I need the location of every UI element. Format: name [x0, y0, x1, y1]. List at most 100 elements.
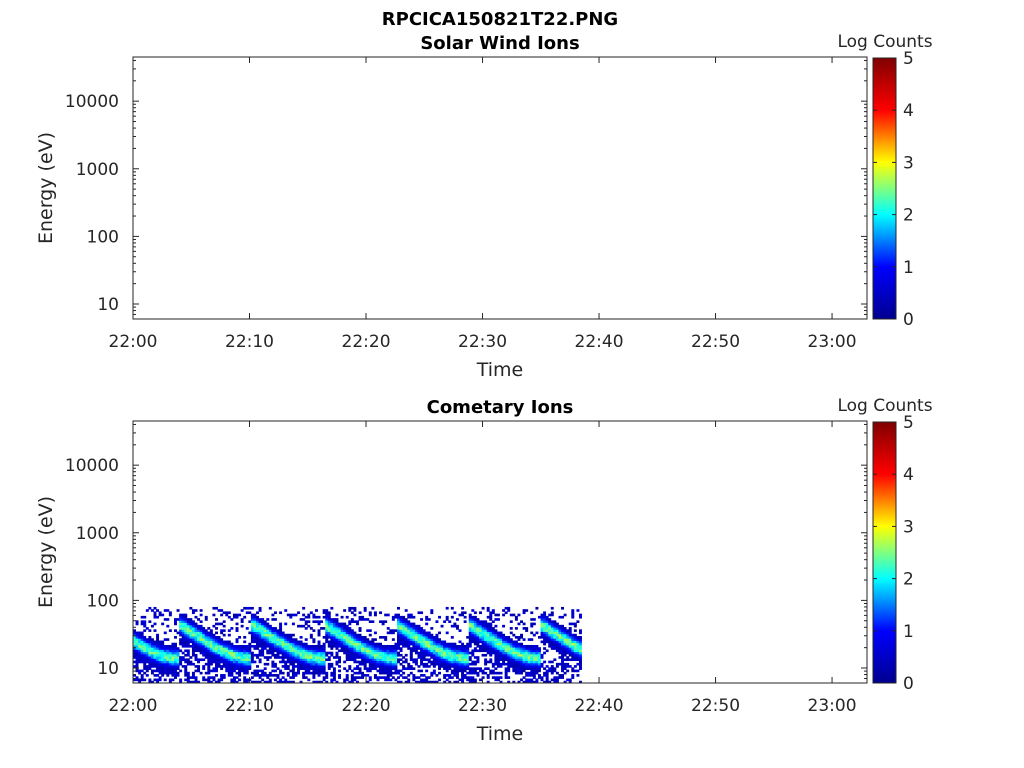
spectrogram-cell	[338, 624, 342, 628]
spectrogram-cell	[138, 669, 142, 673]
spectrogram-cell	[373, 638, 377, 641]
spectrogram-cell	[353, 660, 357, 664]
spectrogram-cell	[261, 669, 265, 673]
spectrogram-cell	[566, 642, 570, 646]
spectrogram-cell	[379, 667, 383, 670]
spectrogram-cell	[412, 615, 416, 619]
spectrogram-cell	[189, 680, 193, 683]
spectrogram-cell	[540, 633, 544, 637]
spectrogram-cell	[379, 665, 383, 668]
spectrogram-cell	[555, 644, 559, 648]
solar-wind-colorbar-label: Log Counts	[837, 32, 932, 52]
spectrogram-cell	[220, 613, 224, 617]
spectrogram-cell	[481, 633, 485, 637]
spectrogram-cell	[291, 658, 295, 662]
spectrogram-cell	[145, 640, 149, 644]
spectrogram-cell	[558, 627, 562, 630]
spectrogram-cell	[481, 629, 485, 632]
spectrogram-cell	[527, 647, 531, 650]
spectrogram-cell	[181, 636, 185, 639]
spectrogram-cell	[309, 649, 313, 653]
spectrogram-cell	[463, 665, 467, 668]
spectrogram-cell	[268, 651, 272, 655]
spectrogram-cell	[322, 676, 326, 679]
spectrogram-cell	[215, 622, 218, 626]
spectrogram-cell	[138, 656, 142, 659]
spectrogram-cell	[261, 622, 265, 626]
spectrogram-cell	[153, 647, 157, 650]
spectrogram-cell	[525, 609, 529, 612]
spectrogram-cell	[550, 669, 554, 673]
spectrogram-cell	[535, 662, 539, 666]
spectrogram-cell	[307, 662, 311, 666]
spectrogram-cell	[540, 665, 544, 668]
spectrogram-cell	[356, 676, 359, 679]
spectrogram-cell	[166, 656, 170, 659]
spectrogram-cell	[361, 618, 365, 621]
spectrogram-cell	[276, 636, 280, 639]
spectrogram-cell	[256, 624, 259, 628]
spectrogram-cell	[194, 665, 198, 668]
spectrogram-cell	[312, 653, 316, 657]
spectrogram-cell	[489, 615, 493, 619]
spectrogram-cell	[371, 638, 375, 641]
spectrogram-cell	[550, 631, 554, 635]
spectrogram-cell	[397, 640, 400, 644]
spectrogram-cell	[422, 636, 426, 639]
x-tick-label: 22:30	[458, 332, 507, 352]
spectrogram-cell	[184, 660, 188, 664]
spectrogram-cell	[571, 667, 575, 670]
spectrogram-cell	[227, 658, 231, 662]
spectrogram-cell	[281, 636, 285, 639]
spectrogram-cell	[379, 676, 383, 679]
spectrogram-cell	[532, 658, 536, 662]
spectrogram-cell	[356, 649, 359, 653]
spectrogram-cell	[443, 660, 447, 664]
spectrogram-cell	[558, 676, 562, 679]
spectrogram-cell	[156, 609, 160, 612]
spectrogram-cell	[430, 660, 434, 664]
spectrogram-cell	[207, 644, 211, 648]
spectrogram-cell	[535, 665, 539, 668]
spectrogram-cell	[417, 676, 421, 679]
spectrogram-cell	[330, 671, 334, 675]
spectrogram-cell	[476, 618, 480, 621]
spectrogram-cell	[453, 653, 457, 657]
spectrogram-cell	[368, 658, 372, 662]
spectrogram-cell	[386, 676, 390, 679]
spectrogram-cell	[322, 658, 326, 662]
spectrogram-cell	[578, 636, 582, 639]
spectrogram-cell	[481, 620, 485, 623]
spectrogram-cell	[332, 656, 336, 659]
spectrogram-cell	[317, 622, 321, 626]
spectrogram-cell	[217, 680, 221, 683]
spectrogram-cell	[563, 662, 567, 666]
spectrogram-cell	[530, 647, 534, 650]
spectrogram-cell	[184, 624, 188, 628]
spectrogram-cell	[427, 680, 431, 683]
spectrogram-cell	[407, 638, 411, 641]
spectrogram-cell	[543, 611, 547, 615]
spectrogram-cell	[148, 636, 152, 639]
spectrogram-cell	[327, 658, 331, 662]
spectrogram-cell	[494, 676, 498, 679]
spectrogram-cell	[525, 644, 529, 648]
spectrogram-cell	[363, 618, 367, 621]
spectrogram-cell	[291, 644, 295, 648]
spectrogram-cell	[322, 660, 326, 664]
spectrogram-cell	[276, 653, 280, 657]
spectrogram-cell	[268, 671, 272, 675]
spectrogram-cell	[330, 678, 334, 682]
spectrogram-cell	[204, 631, 208, 635]
spectrogram-cell	[514, 636, 518, 639]
spectrogram-cell	[356, 667, 359, 670]
spectrogram-cell	[522, 660, 526, 664]
spectrogram-cell	[163, 647, 167, 650]
spectrogram-cell	[517, 665, 521, 668]
spectrogram-cell	[281, 642, 285, 646]
spectrogram-cell	[212, 678, 216, 682]
spectrogram-cell	[161, 651, 165, 655]
spectrogram-cell	[220, 656, 224, 659]
spectrogram-cell	[376, 662, 380, 666]
spectrogram-cell	[150, 644, 154, 648]
